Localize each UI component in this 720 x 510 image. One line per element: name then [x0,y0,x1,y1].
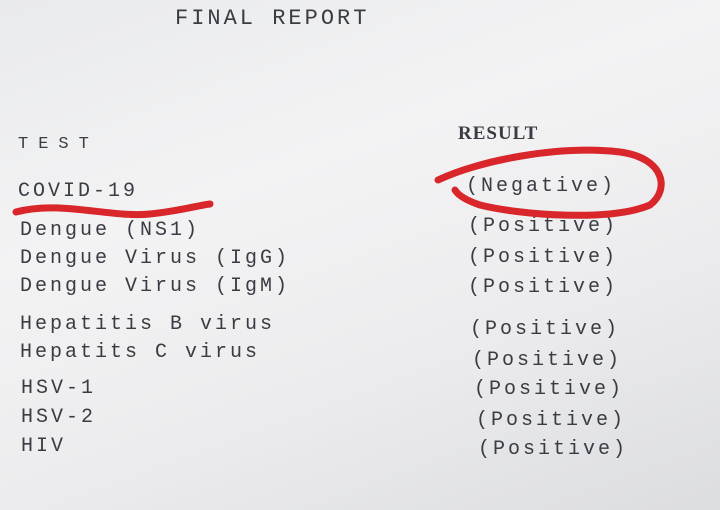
test-result: (Positive) [468,215,619,238]
test-name: Hepatits C virus [20,341,261,364]
result-column-header: RESULT [458,123,539,144]
test-column-header: TEST [18,135,99,154]
test-result: (Positive) [468,276,619,299]
test-result: (Negative) [466,175,617,198]
test-name: Dengue Virus (IgM) [20,275,291,298]
test-name: Hepatitis B virus [20,313,276,336]
test-name: HSV-2 [21,406,97,429]
report-title: FINAL REPORT [175,6,370,31]
test-result: (Positive) [468,246,619,269]
red-underline-mark [12,200,214,219]
test-name: HSV-1 [21,377,97,400]
test-result: (Positive) [478,438,629,461]
test-result: (Positive) [472,349,623,372]
test-name: HIV [21,435,67,458]
test-result: (Positive) [476,409,627,432]
test-result: (Positive) [470,318,621,341]
test-name: COVID-19 [18,180,139,203]
red-circle-mark [434,146,665,219]
test-name: Dengue Virus (IgG) [20,247,291,270]
test-name: Dengue (NS1) [20,219,201,242]
test-result: (Positive) [474,378,625,401]
